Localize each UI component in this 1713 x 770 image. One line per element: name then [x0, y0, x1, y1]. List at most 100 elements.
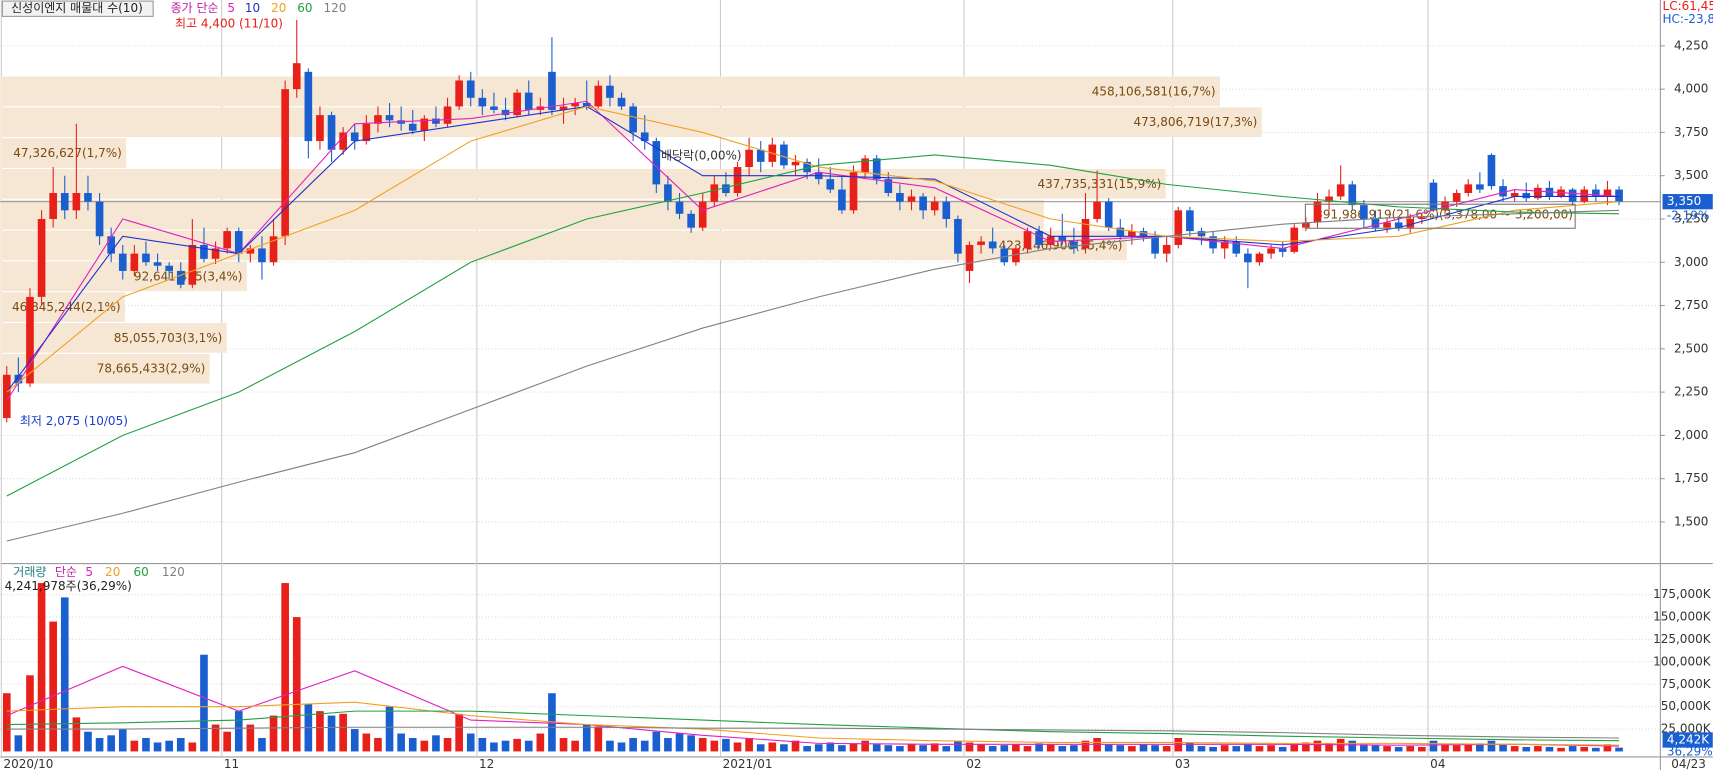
- volume-bar: [629, 737, 637, 752]
- y-tick-label: 2,500: [1674, 341, 1708, 355]
- legend-prefix: 단순: [55, 565, 77, 579]
- volume-bar: [722, 738, 730, 752]
- volume-bar: [350, 729, 359, 752]
- volume-bar: [490, 742, 498, 752]
- volume-bar: [617, 742, 626, 752]
- last-volume-label: 4,242K: [1667, 732, 1710, 746]
- candle-body: [1255, 253, 1264, 263]
- volume-bar: [942, 746, 951, 752]
- candle-body: [408, 123, 417, 131]
- candle-body: [849, 172, 858, 211]
- volume-bar: [1012, 744, 1020, 752]
- candle-body: [1394, 222, 1403, 228]
- volume-bar: [571, 740, 579, 752]
- candle-body: [490, 106, 498, 110]
- candle-body: [1058, 236, 1067, 242]
- candle-body: [1023, 231, 1032, 249]
- candle-body: [1093, 201, 1101, 219]
- candle-body: [1151, 236, 1159, 254]
- candle-body: [26, 296, 34, 384]
- volume-bar: [153, 742, 162, 752]
- volume-bar: [954, 740, 962, 752]
- volume-bar: [780, 744, 788, 752]
- candle-body: [339, 132, 347, 150]
- volume-bar: [1313, 740, 1322, 752]
- candle-body: [1568, 189, 1577, 202]
- candle-body: [60, 193, 69, 211]
- volume-bar: [1104, 744, 1113, 752]
- legend-entry: 20: [271, 1, 286, 15]
- high-note: 최고 4,400 (11/10): [175, 17, 283, 31]
- y-tick-label: 2,750: [1674, 298, 1708, 312]
- candle-body: [374, 115, 382, 124]
- candle-body: [1383, 222, 1391, 228]
- volume-bar: [1603, 744, 1612, 752]
- y-tick-label: 4,000: [1674, 82, 1708, 96]
- candle-body: [176, 270, 185, 285]
- volume-bar: [594, 726, 603, 752]
- volume-bar: [1128, 746, 1136, 752]
- candle-body: [1220, 241, 1229, 249]
- candle-body: [443, 106, 452, 124]
- volume-bar: [838, 745, 846, 752]
- volume-bar: [582, 724, 591, 752]
- candle-body: [478, 97, 487, 107]
- legend-entry: 120: [162, 565, 185, 579]
- volume-bar: [1557, 747, 1565, 752]
- volume-bar: [884, 745, 893, 752]
- volume-bar: [408, 737, 417, 752]
- legend-entry: 5: [85, 565, 93, 579]
- candle-body: [420, 118, 429, 131]
- volume-ma-line: [6, 710, 1620, 742]
- volume-bar: [826, 742, 835, 752]
- candle-body: [513, 92, 521, 116]
- candle-body: [722, 184, 730, 194]
- volume-bar: [1278, 746, 1287, 752]
- volume-bar: [803, 746, 811, 752]
- volume-bar: [1348, 740, 1357, 752]
- y-tick-label: 3,500: [1674, 168, 1708, 182]
- candle-body: [95, 201, 104, 237]
- x-tick-label: 2021/01: [723, 757, 773, 770]
- legend-entry: 120: [324, 1, 347, 15]
- candle-body: [281, 89, 289, 237]
- volume-bar: [466, 733, 475, 752]
- volume-bar: [211, 724, 220, 752]
- y-tick-label: 3,250: [1674, 211, 1708, 225]
- candle-body: [791, 161, 800, 166]
- candle-body: [896, 193, 904, 202]
- volume-bar: [1244, 744, 1252, 752]
- candle-body: [606, 85, 614, 98]
- title-box: [1, 0, 154, 17]
- legend-entry: 5: [227, 1, 235, 15]
- candle-body: [954, 218, 962, 254]
- candle-body: [1429, 182, 1438, 211]
- volume-bar: [385, 706, 394, 752]
- candle-body: [1499, 186, 1507, 197]
- candle-body: [14, 374, 23, 384]
- candle-body: [1267, 248, 1275, 254]
- volume-bar: [2, 693, 11, 752]
- candle-body: [1012, 248, 1020, 263]
- price-range-box: [1304, 203, 1576, 229]
- volume-bar: [455, 713, 463, 752]
- candle-body: [1336, 184, 1345, 197]
- x-tick-label: 04/23: [1671, 757, 1706, 770]
- volume-profile-label: 78,665,433(2,9%): [97, 362, 206, 376]
- y-tick-label: 3,750: [1674, 125, 1708, 139]
- candle-body: [1348, 184, 1357, 206]
- candle-body: [84, 193, 92, 202]
- lc-label: LC:61,45: [1663, 0, 1713, 13]
- candle-body: [385, 115, 394, 121]
- candle-body: [1487, 154, 1496, 187]
- legend-entry: 60: [297, 1, 312, 15]
- candle-body: [49, 193, 57, 219]
- volume-bar: [1151, 745, 1159, 752]
- candle-body: [919, 196, 927, 211]
- candle-body: [907, 196, 916, 202]
- legend-entry: 10: [245, 1, 260, 15]
- volume-bar: [1116, 745, 1125, 752]
- y-tick-label: 4,250: [1674, 38, 1708, 52]
- volume-profile-bar: [0, 199, 1044, 230]
